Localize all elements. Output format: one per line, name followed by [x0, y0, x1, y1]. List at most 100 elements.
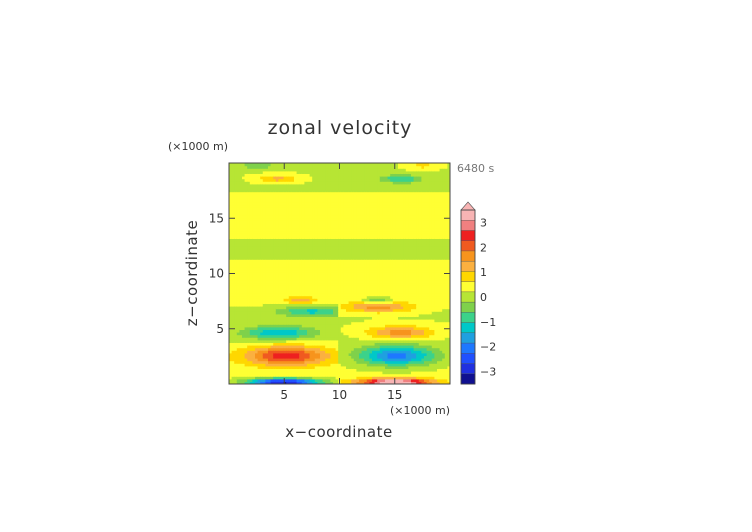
field-cell	[244, 191, 248, 195]
field-cell	[278, 235, 282, 239]
field-cell	[340, 202, 344, 206]
field-cell	[356, 300, 360, 304]
field-cell	[369, 293, 373, 297]
field-cell	[286, 191, 290, 195]
field-cell	[242, 235, 246, 239]
field-cell	[249, 191, 253, 195]
field-cell	[291, 225, 295, 229]
field-cell	[364, 256, 368, 260]
field-cell	[330, 261, 334, 265]
field-cell	[320, 233, 324, 237]
field-cell	[255, 199, 259, 203]
field-cell	[286, 306, 290, 310]
field-cell	[262, 350, 266, 354]
field-cell	[262, 235, 266, 239]
field-cell	[322, 303, 326, 307]
field-cell	[309, 308, 313, 312]
field-cell	[296, 178, 300, 182]
field-cell	[257, 368, 261, 372]
field-cell	[317, 248, 321, 252]
field-cell	[249, 243, 253, 247]
field-cell	[252, 332, 256, 336]
field-cell	[346, 212, 350, 216]
field-cell	[335, 165, 339, 169]
field-cell	[338, 287, 342, 291]
field-cell	[296, 191, 300, 195]
field-cell	[314, 194, 318, 198]
field-cell	[270, 280, 274, 284]
field-cell	[281, 217, 285, 221]
field-cell	[309, 181, 313, 185]
field-cell	[356, 173, 360, 177]
field-cell	[234, 170, 238, 174]
field-cell	[369, 196, 373, 200]
field-cell	[301, 191, 305, 195]
field-cell	[283, 306, 287, 310]
field-cell	[299, 256, 303, 260]
field-cell	[234, 298, 238, 302]
field-cell	[242, 319, 246, 323]
field-cell	[320, 373, 324, 377]
field-cell	[229, 368, 233, 372]
field-cell	[366, 381, 370, 384]
field-cell	[348, 261, 352, 265]
field-cell	[351, 243, 355, 247]
field-cell	[257, 238, 261, 242]
field-cell	[244, 217, 248, 221]
field-cell	[353, 350, 357, 354]
field-cell	[333, 363, 337, 367]
field-cell	[252, 204, 256, 208]
field-cell	[273, 230, 277, 234]
field-cell	[229, 163, 233, 167]
field-cell	[364, 316, 368, 320]
field-cell	[236, 170, 240, 174]
field-cell	[304, 215, 308, 219]
field-cell	[299, 272, 303, 276]
field-cell	[327, 207, 331, 211]
field-cell	[361, 191, 365, 195]
field-cell	[273, 311, 277, 315]
field-cell	[273, 259, 277, 263]
field-cell	[366, 293, 370, 297]
field-cell	[359, 334, 363, 338]
field-cell	[265, 360, 269, 364]
field-cell	[229, 233, 233, 237]
field-cell	[320, 212, 324, 216]
field-cell	[286, 243, 290, 247]
field-cell	[377, 168, 381, 172]
field-cell	[338, 269, 342, 273]
field-cell	[247, 345, 251, 349]
field-cell	[335, 347, 339, 351]
field-cell	[273, 352, 277, 356]
field-cell	[255, 339, 259, 343]
field-cell	[340, 243, 344, 247]
field-cell	[309, 285, 313, 289]
field-cell	[229, 176, 233, 180]
field-cell	[244, 222, 248, 226]
field-cell	[372, 243, 376, 247]
field-cell	[327, 243, 331, 247]
field-cell	[314, 191, 318, 195]
field-cell	[343, 334, 347, 338]
field-cell	[351, 261, 355, 265]
field-cell	[265, 168, 269, 172]
field-cell	[353, 256, 357, 260]
field-cell	[301, 363, 305, 367]
field-cell	[364, 194, 368, 198]
field-cell	[307, 225, 311, 229]
field-cell	[340, 303, 344, 307]
field-cell	[229, 202, 233, 206]
field-cell	[291, 176, 295, 180]
field-cell	[247, 303, 251, 307]
field-cell	[338, 303, 342, 307]
field-cell	[377, 261, 381, 265]
field-cell	[229, 251, 233, 255]
field-cell	[335, 233, 339, 237]
field-cell	[234, 225, 238, 229]
field-cell	[249, 170, 253, 174]
field-cell	[257, 222, 261, 226]
field-cell	[304, 173, 308, 177]
field-cell	[231, 204, 235, 208]
field-cell	[288, 358, 292, 362]
field-cell	[343, 194, 347, 198]
